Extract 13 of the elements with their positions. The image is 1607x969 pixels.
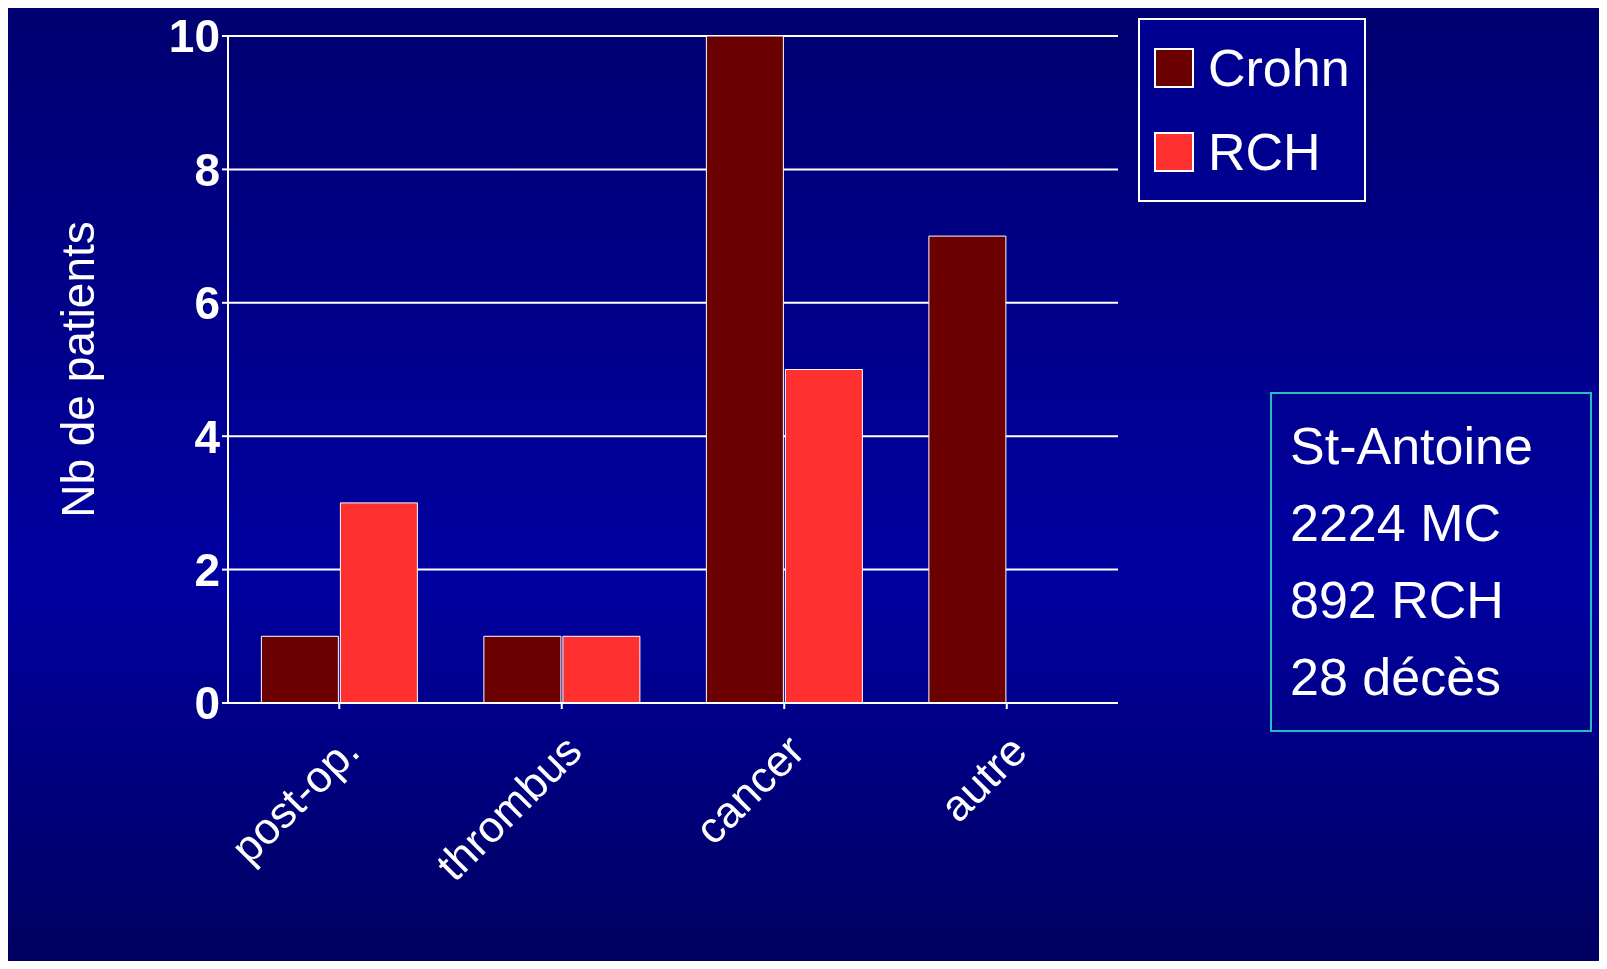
- legend-label: Crohn: [1208, 38, 1350, 99]
- text: St-Antoine: [1290, 416, 1534, 477]
- y-axis-title: Nb de patients: [52, 221, 105, 518]
- legend-label: RCH: [1208, 122, 1321, 183]
- text: 28 décès: [1290, 647, 1503, 708]
- text: 2224 MC: [1290, 493, 1502, 554]
- y-tick-label: 6: [194, 277, 220, 330]
- text: 892 RCH: [1290, 570, 1505, 631]
- y-tick-label: 10: [168, 10, 220, 63]
- y-tick-label: 4: [194, 410, 221, 463]
- y-tick-label: 0: [194, 677, 220, 730]
- y-tick-label: 2: [194, 543, 220, 596]
- y-tick-label: 8: [194, 143, 220, 196]
